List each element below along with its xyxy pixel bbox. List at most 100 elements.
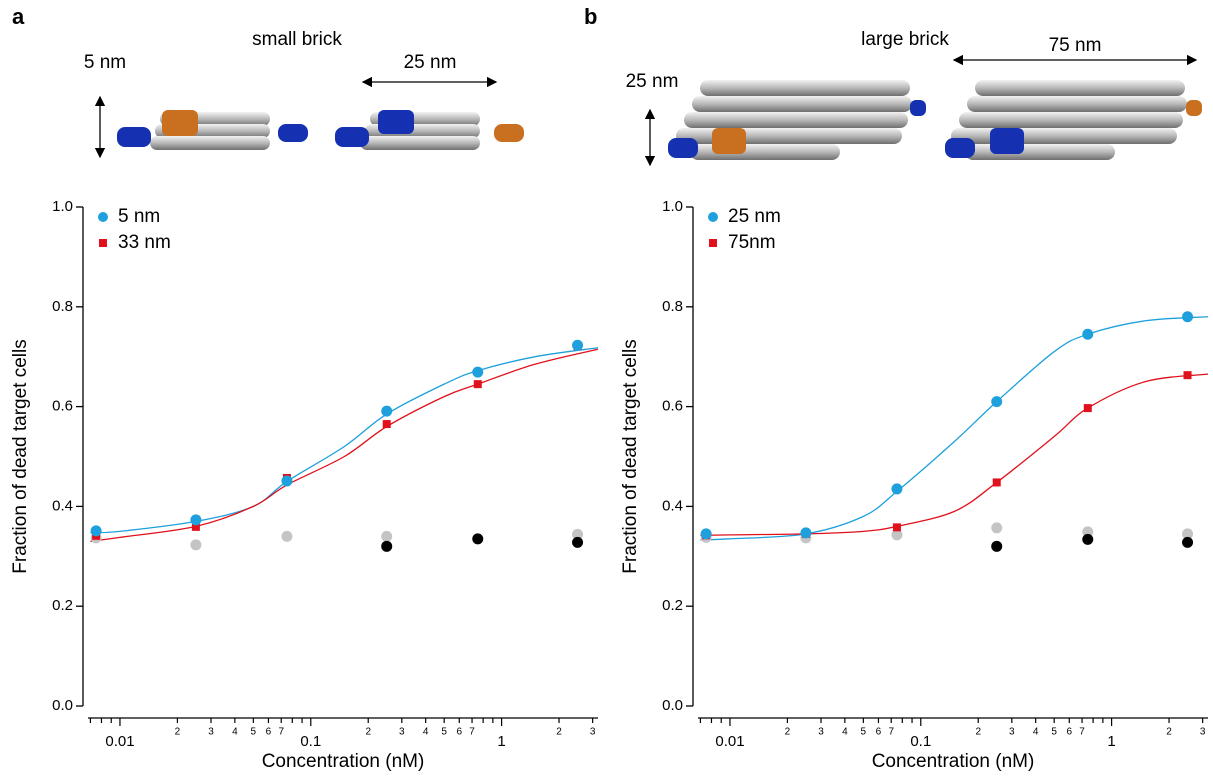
legend-marker xyxy=(99,239,107,247)
point xyxy=(473,380,482,389)
y-tick-label: 0.8 xyxy=(662,298,683,315)
brick xyxy=(945,80,1202,160)
x-tick-label: 5 xyxy=(441,727,447,738)
x-tick-label: 4 xyxy=(232,727,238,738)
y-tick-label: 0.4 xyxy=(52,497,73,514)
illustration-title: small brick xyxy=(252,29,342,50)
x-tick-label: 6 xyxy=(1066,727,1072,738)
point xyxy=(991,396,1003,408)
y-tick-label: 0.0 xyxy=(52,697,73,714)
point xyxy=(572,536,584,548)
point xyxy=(381,540,393,552)
illustration-a: a small brick 5 nm 25 nm xyxy=(12,4,524,159)
point xyxy=(891,483,903,495)
y-tick-label: 0.2 xyxy=(662,597,683,614)
point xyxy=(1083,404,1092,413)
brick xyxy=(668,80,926,160)
x-tick-label: 2 xyxy=(365,727,371,738)
panel-label: b xyxy=(584,4,597,29)
point xyxy=(472,366,484,378)
x-tick-label: 3 xyxy=(1009,727,1015,738)
point xyxy=(381,530,393,542)
y-tick-label: 1.0 xyxy=(662,198,683,215)
x-tick-label: 5 xyxy=(251,727,257,738)
point xyxy=(281,475,293,487)
dimension-label: 25 nm xyxy=(404,52,457,73)
x-tick-label: 0.01 xyxy=(715,733,744,750)
x-tick-label: 7 xyxy=(469,727,475,738)
point xyxy=(572,339,584,351)
x-tick-label: 3 xyxy=(818,727,824,738)
x-tick-label: 5 xyxy=(1051,727,1057,738)
x-tick-label: 2 xyxy=(175,727,181,738)
x-tick-label: 0.1 xyxy=(910,733,931,750)
point xyxy=(700,528,712,540)
x-tick-label: 5 xyxy=(861,727,867,738)
point xyxy=(90,525,102,537)
x-tick-label: 6 xyxy=(456,727,462,738)
illustration-b: b large brick 25 nm 75 nm xyxy=(584,4,1202,167)
x-tick-label: 7 xyxy=(1079,727,1085,738)
point xyxy=(1182,536,1194,548)
fit-line xyxy=(90,347,599,534)
x-axis-label: Concentration (nM) xyxy=(872,751,1035,772)
illustration-title: large brick xyxy=(861,29,949,50)
dimension-label: 25 nm xyxy=(626,71,679,92)
y-tick-label: 0.6 xyxy=(52,398,73,415)
x-tick-label: 4 xyxy=(423,727,429,738)
x-axis-label: Concentration (nM) xyxy=(262,751,425,772)
y-tick-label: 0.2 xyxy=(52,597,73,614)
legend-label: 33 nm xyxy=(118,232,171,253)
x-tick-label: 7 xyxy=(888,727,894,738)
point xyxy=(1082,328,1094,340)
x-tick-label: 3 xyxy=(1200,727,1206,738)
point xyxy=(891,529,903,541)
legend-marker xyxy=(709,239,717,247)
x-tick-label: 3 xyxy=(399,727,405,738)
legend-marker xyxy=(98,212,108,222)
panel-label: a xyxy=(12,4,25,29)
point xyxy=(892,523,901,532)
x-tick-label: 3 xyxy=(590,727,596,738)
legend-marker xyxy=(708,212,718,222)
x-tick-label: 0.1 xyxy=(300,733,321,750)
point xyxy=(991,522,1003,534)
point xyxy=(800,527,812,539)
dimension-label: 5 nm xyxy=(84,52,126,73)
x-tick-label: 6 xyxy=(876,727,882,738)
y-tick-label: 0.0 xyxy=(662,697,683,714)
x-tick-label: 4 xyxy=(842,727,848,738)
point xyxy=(572,528,584,540)
point xyxy=(190,514,202,526)
x-tick-label: 6 xyxy=(266,727,272,738)
point xyxy=(190,539,202,551)
brick xyxy=(335,110,524,150)
y-tick-label: 0.4 xyxy=(662,497,683,514)
fit-line xyxy=(90,348,599,542)
y-tick-label: 0.6 xyxy=(662,398,683,415)
fit-line xyxy=(700,373,1209,536)
brick xyxy=(117,110,308,150)
x-tick-label: 7 xyxy=(278,727,284,738)
dimension-label: 75 nm xyxy=(1049,35,1102,56)
point xyxy=(1082,533,1094,545)
x-tick-label: 2 xyxy=(975,727,981,738)
point xyxy=(191,522,200,531)
x-tick-label: 2 xyxy=(785,727,791,738)
x-tick-label: 1 xyxy=(497,733,505,750)
point xyxy=(1182,311,1194,323)
x-tick-label: 2 xyxy=(556,727,562,738)
point xyxy=(472,533,484,545)
legend-label: 75nm xyxy=(728,232,776,253)
legend-label: 25 nm xyxy=(728,206,781,227)
point xyxy=(281,530,293,542)
y-tick-label: 0.8 xyxy=(52,298,73,315)
point xyxy=(381,405,393,417)
point xyxy=(1183,371,1192,380)
x-tick-label: 1 xyxy=(1107,733,1115,750)
x-tick-label: 4 xyxy=(1033,727,1039,738)
fit-line xyxy=(700,316,1209,541)
point xyxy=(382,420,391,429)
